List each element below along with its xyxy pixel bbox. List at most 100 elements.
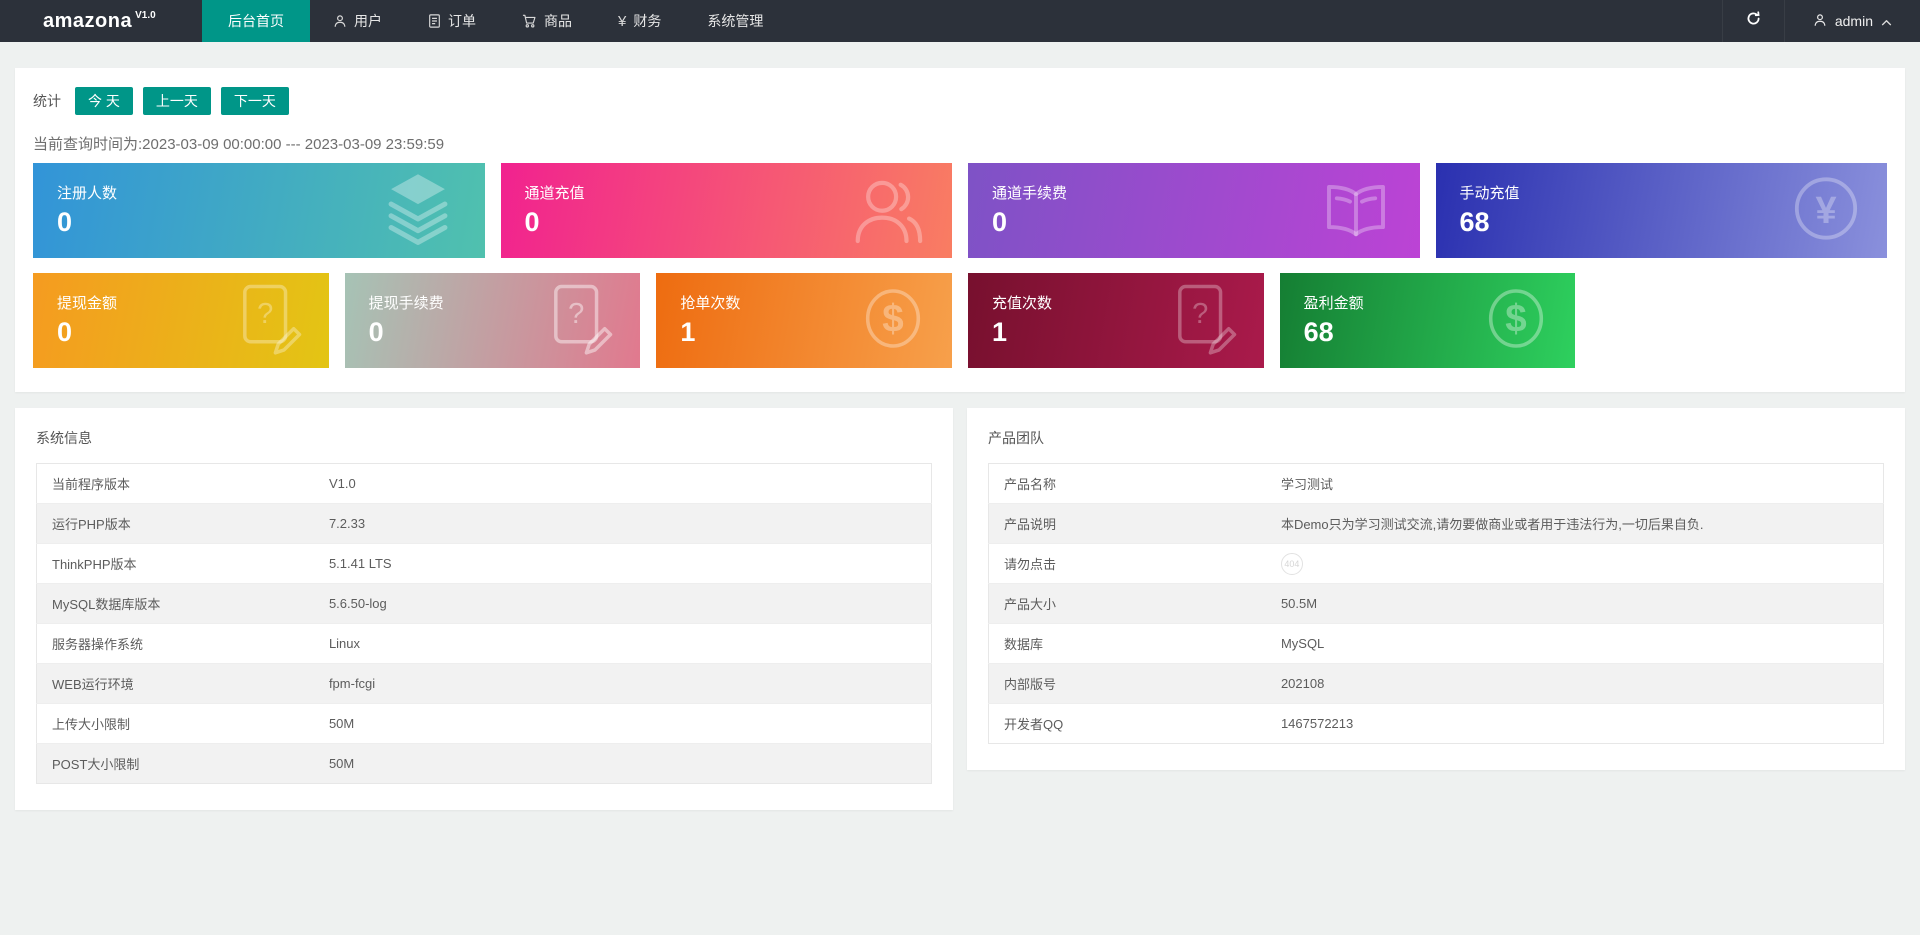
card-value: 68 bbox=[1303, 317, 1334, 347]
refresh-button[interactable] bbox=[1721, 0, 1784, 42]
card-title: 充值次数 bbox=[991, 295, 1052, 312]
table-row: 请勿点击 404 bbox=[988, 543, 1884, 584]
nav-item-label: 用户 bbox=[354, 13, 382, 29]
brand-name: amazona bbox=[43, 9, 133, 32]
info-label: 运行PHP版本 bbox=[36, 503, 314, 544]
doc-question-icon: ? bbox=[1174, 280, 1238, 361]
system-info-panel: 系统信息 当前程序版本 V1.0 运行PHP版本 7.2.33 ThinkPHP版本… bbox=[15, 408, 953, 810]
card-channel-recharge: 通道充值 0 bbox=[500, 163, 952, 258]
table-row: 服务器操作系统 Linux bbox=[36, 623, 932, 664]
table-row: 内部版号 202108 bbox=[988, 663, 1884, 704]
book-icon bbox=[1318, 172, 1394, 249]
bottom-section: 系统信息 当前程序版本 V1.0 运行PHP版本 7.2.33 ThinkPHP版本… bbox=[15, 408, 1905, 810]
navbar-right: admin bbox=[1721, 0, 1920, 42]
card-value: 0 bbox=[57, 207, 73, 237]
card-recharge-count: 充值次数 1 ? bbox=[967, 273, 1264, 368]
card-value: 0 bbox=[524, 207, 540, 237]
table-row: 产品名称 学习测试 bbox=[988, 463, 1884, 504]
doc-question-icon: ? bbox=[550, 280, 614, 361]
svg-text:$: $ bbox=[1506, 297, 1527, 340]
card-withdraw-amount: 提现金额 0 ? bbox=[33, 273, 329, 368]
card-profit-amount: 盈利金额 68 $ bbox=[1279, 273, 1576, 368]
table-row: 上传大小限制 50M bbox=[36, 703, 932, 744]
brand-logo[interactable]: amazona V1.0 bbox=[0, 0, 202, 42]
table-row: 产品大小 50.5M bbox=[988, 583, 1884, 624]
table-row: MySQL数据库版本 5.6.50-log bbox=[36, 583, 932, 624]
nav-item-label: 财务 bbox=[633, 13, 662, 29]
info-value: 50.5M bbox=[1265, 583, 1884, 624]
info-label: 上传大小限制 bbox=[36, 703, 314, 744]
info-label: 请勿点击 bbox=[988, 543, 1266, 584]
card-title: 手动充值 bbox=[1459, 185, 1520, 202]
card-title: 通道充值 bbox=[524, 185, 585, 202]
today-button[interactable]: 今 天 bbox=[75, 87, 133, 115]
card-title: 抢单次数 bbox=[680, 295, 741, 312]
nav-item-users[interactable]: 用户 bbox=[310, 0, 405, 42]
nav-item-finance[interactable]: ¥ 财务 bbox=[595, 0, 684, 42]
nav-item-system[interactable]: 系统管理 bbox=[684, 0, 786, 42]
product-team-panel: 产品团队 产品名称 学习测试 产品说明 本Demo只为学习测试交流,请勿要做商业或者… bbox=[967, 408, 1905, 770]
nav-item-goods[interactable]: 商品 bbox=[499, 0, 595, 42]
doc-question-icon: ? bbox=[239, 280, 303, 361]
stats-head: 统计 今 天 上一天 下一天 bbox=[33, 87, 1887, 115]
nav-item-dashboard[interactable]: 后台首页 bbox=[202, 0, 310, 42]
nav-item-label: 商品 bbox=[544, 13, 572, 29]
refresh-icon bbox=[1745, 10, 1762, 32]
yen-icon: ¥ bbox=[618, 12, 627, 30]
info-label: MySQL数据库版本 bbox=[36, 583, 314, 624]
admin-name: admin bbox=[1834, 13, 1873, 29]
table-row: 开发者QQ 1467572213 bbox=[989, 704, 1884, 744]
user-icon bbox=[333, 14, 347, 28]
next-day-button[interactable]: 下一天 bbox=[220, 87, 289, 115]
chevron-up-icon bbox=[1881, 13, 1892, 29]
svg-text:¥: ¥ bbox=[1815, 190, 1836, 232]
product-team-title: 产品团队 bbox=[988, 430, 1044, 446]
nav-item-orders[interactable]: 订单 bbox=[405, 0, 499, 42]
svg-text:$: $ bbox=[882, 297, 903, 340]
info-label: 服务器操作系统 bbox=[36, 623, 314, 664]
info-label: 数据库 bbox=[988, 623, 1266, 664]
nav-item-label: 订单 bbox=[448, 13, 476, 29]
card-value: 0 bbox=[368, 317, 384, 347]
info-value: Linux bbox=[313, 623, 932, 664]
users-icon bbox=[848, 168, 926, 253]
table-row: 运行PHP版本 7.2.33 bbox=[36, 503, 932, 544]
info-value: 50M bbox=[313, 703, 932, 744]
card-grab-count: 抢单次数 1 $ bbox=[656, 273, 952, 368]
dollar-circle-icon: $ bbox=[860, 283, 926, 358]
card-value: 1 bbox=[680, 317, 696, 347]
info-label: WEB运行环境 bbox=[36, 663, 314, 704]
stat-cards-row2: 提现金额 0 ? 提现手续费 0 ? 抢单次数 bbox=[33, 273, 1887, 368]
card-channel-fee: 通道手续费 0 bbox=[968, 163, 1420, 258]
info-value: 学习测试 bbox=[1265, 463, 1884, 504]
info-value: 本Demo只为学习测试交流,请勿要做商业或者用于违法行为,一切后果自负. bbox=[1265, 503, 1884, 544]
card-withdraw-fee: 提现手续费 0 ? bbox=[344, 273, 641, 368]
cart-icon bbox=[522, 14, 537, 28]
info-label: POST大小限制 bbox=[52, 757, 140, 772]
nav-menu: 后台首页 用户 订单 商品 ¥ 财务 系统管理 bbox=[202, 0, 786, 42]
prev-day-button[interactable]: 上一天 bbox=[142, 87, 211, 115]
card-title: 提现手续费 bbox=[368, 295, 444, 312]
card-manual-recharge: 手动充值 68 ¥ bbox=[1435, 163, 1887, 258]
person-icon bbox=[1813, 13, 1827, 30]
admin-menu[interactable]: admin bbox=[1783, 0, 1920, 42]
table-row: 数据库 MySQL bbox=[988, 623, 1884, 664]
info-value: 5.6.50-log bbox=[313, 583, 932, 624]
info-value: V1.0 bbox=[313, 463, 932, 504]
info-value: 202108 bbox=[1265, 663, 1884, 704]
info-label: 当前程序版本 bbox=[36, 463, 314, 504]
table-row: ThinkPHP版本 5.1.41 LTS bbox=[36, 543, 932, 584]
svg-text:?: ? bbox=[257, 297, 273, 329]
card-title: 注册人数 bbox=[57, 185, 118, 202]
brand-version: V1.0 bbox=[135, 9, 156, 21]
info-label: ThinkPHP版本 bbox=[36, 543, 314, 584]
svg-text:?: ? bbox=[568, 297, 584, 329]
info-value: fpm-fcgi bbox=[313, 663, 932, 704]
badge-404[interactable]: 404 bbox=[1280, 552, 1303, 575]
product-team-table: 产品名称 学习测试 产品说明 本Demo只为学习测试交流,请勿要做商业或者用于违法行… bbox=[988, 463, 1884, 744]
navbar: amazona V1.0 后台首页 用户 订单 商品 ¥ 财务 bbox=[0, 0, 1920, 42]
info-label: 内部版号 bbox=[988, 663, 1266, 704]
table-row: 产品说明 本Demo只为学习测试交流,请勿要做商业或者用于违法行为,一切后果自负. bbox=[988, 503, 1884, 544]
card-value: 0 bbox=[57, 317, 73, 347]
yen-circle-icon: ¥ bbox=[1791, 173, 1861, 248]
